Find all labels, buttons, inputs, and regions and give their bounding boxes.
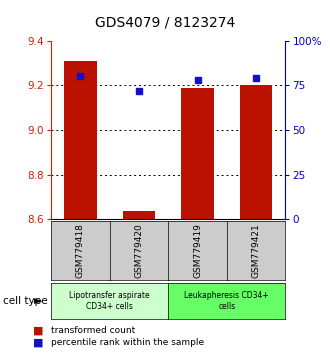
Bar — [182, 88, 214, 219]
Text: Leukapheresis CD34+
cells: Leukapheresis CD34+ cells — [184, 291, 269, 310]
Text: ►: ► — [34, 296, 42, 306]
Text: transformed count: transformed count — [51, 326, 135, 335]
Text: percentile rank within the sample: percentile rank within the sample — [51, 338, 204, 347]
Text: GSM779421: GSM779421 — [252, 223, 261, 278]
Bar — [240, 85, 272, 219]
Bar — [123, 211, 155, 219]
Text: ■: ■ — [33, 338, 44, 348]
Text: GDS4079 / 8123274: GDS4079 / 8123274 — [95, 16, 235, 30]
Text: GSM779418: GSM779418 — [76, 223, 85, 278]
Text: cell type: cell type — [3, 296, 48, 306]
Bar — [64, 61, 97, 219]
Text: GSM779420: GSM779420 — [135, 223, 144, 278]
Text: Lipotransfer aspirate
CD34+ cells: Lipotransfer aspirate CD34+ cells — [69, 291, 150, 310]
Text: ■: ■ — [33, 325, 44, 335]
Text: GSM779419: GSM779419 — [193, 223, 202, 278]
